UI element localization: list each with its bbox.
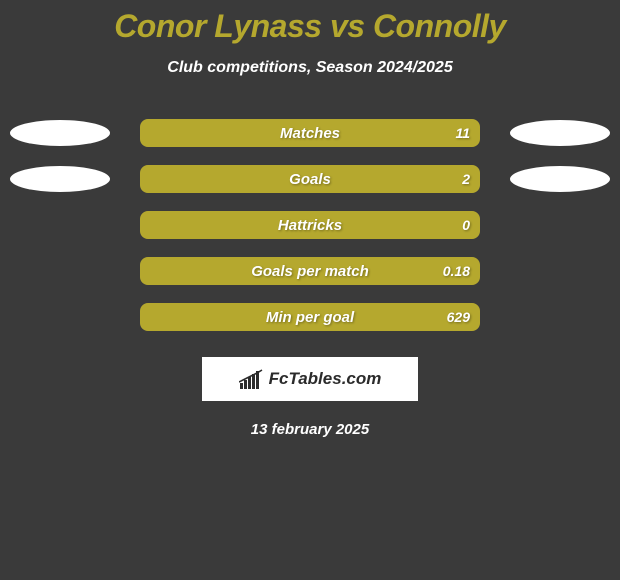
subtitle: Club competitions, Season 2024/2025 (0, 59, 620, 77)
stat-row: Hattricks 0 (0, 211, 620, 239)
date-label: 13 february 2025 (0, 421, 620, 438)
stat-rows: Matches 11 Goals 2 Hattricks 0 Goals per… (0, 119, 620, 331)
player-left-oval (10, 166, 110, 192)
bar-chart-icon (239, 369, 263, 389)
stat-value: 629 (447, 309, 470, 325)
player-left-oval (10, 120, 110, 146)
stat-value: 11 (455, 125, 470, 141)
stat-row: Matches 11 (0, 119, 620, 147)
stat-bar: Min per goal 629 (140, 303, 480, 331)
stat-value: 2 (462, 171, 470, 187)
stat-label: Hattricks (278, 217, 342, 234)
stat-row: Goals per match 0.18 (0, 257, 620, 285)
comparison-infographic: Conor Lynass vs Connolly Club competitio… (0, 0, 620, 438)
stat-bar: Hattricks 0 (140, 211, 480, 239)
stat-bar: Goals 2 (140, 165, 480, 193)
player-right-oval (510, 166, 610, 192)
stat-value: 0 (462, 217, 470, 233)
stat-row: Goals 2 (0, 165, 620, 193)
stat-label: Goals per match (251, 263, 369, 280)
stat-label: Goals (289, 171, 331, 188)
stat-label: Matches (280, 125, 340, 142)
stat-label: Min per goal (266, 309, 354, 326)
player-right-oval (510, 120, 610, 146)
brand-logo-text: FcTables.com (269, 369, 382, 389)
stat-bar: Matches 11 (140, 119, 480, 147)
brand-logo-box: FcTables.com (202, 357, 418, 401)
page-title: Conor Lynass vs Connolly (0, 8, 620, 45)
stat-bar: Goals per match 0.18 (140, 257, 480, 285)
stat-row: Min per goal 629 (0, 303, 620, 331)
stat-value: 0.18 (443, 263, 470, 279)
